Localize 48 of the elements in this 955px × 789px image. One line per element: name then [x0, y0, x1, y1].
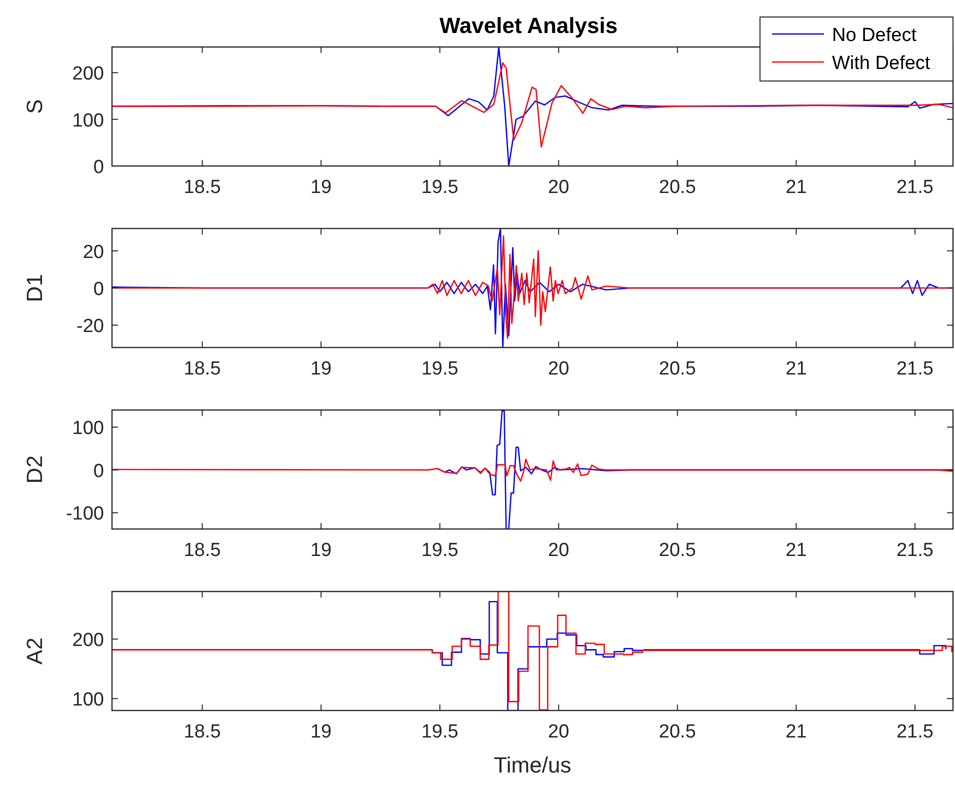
chart-title: Wavelet Analysis: [439, 13, 618, 38]
y-tick-label: -20: [76, 316, 104, 338]
y-tick-label: 0: [93, 279, 104, 300]
x-tick-label: 19.5: [421, 722, 458, 742]
x-tick-label: 20.5: [658, 177, 696, 198]
y-tick-label: -100: [66, 504, 104, 525]
y-axis-title: D2: [22, 455, 47, 484]
legend-label: With Defect: [832, 53, 931, 74]
y-axis-title: S: [22, 99, 47, 114]
x-tick-label: 18.5: [184, 358, 221, 380]
x-tick-label: 19.5: [421, 177, 458, 198]
x-tick-label: 19: [310, 540, 332, 561]
x-tick-label: 19: [310, 177, 332, 198]
x-tick-label: 19.5: [421, 358, 458, 380]
x-tick-label: 21: [786, 540, 807, 561]
y-axis-title: D1: [22, 274, 47, 302]
y-axis-title: A2: [22, 638, 47, 664]
y-tick-label: 200: [72, 630, 104, 652]
x-tick-label: 20.5: [658, 358, 696, 380]
x-tick-label: 21.5: [896, 540, 934, 561]
x-tick-label: 20: [548, 540, 570, 561]
x-tick-label: 21: [786, 177, 807, 198]
y-tick-label: 0: [93, 460, 104, 482]
x-tick-label: 21.5: [896, 177, 934, 198]
x-tick-label: 20: [548, 722, 570, 742]
y-tick-label: 200: [72, 64, 104, 85]
x-tick-label: 19.5: [421, 540, 458, 561]
x-tick-label: 20.5: [658, 722, 696, 742]
x-tick-label: 20: [548, 358, 570, 380]
x-tick-label: 19: [310, 722, 332, 742]
x-tick-label: 18.5: [184, 722, 221, 742]
x-tick-label: 18.5: [184, 177, 221, 198]
y-tick-label: 100: [72, 690, 104, 711]
y-tick-label: 100: [72, 418, 104, 440]
x-tick-label: 19: [310, 358, 332, 380]
x-tick-label: 21: [786, 722, 807, 742]
x-axis-title: Time/us: [494, 752, 572, 778]
x-tick-label: 20: [548, 177, 570, 198]
y-tick-label: 100: [72, 110, 104, 132]
x-tick-label: 21.5: [896, 722, 934, 742]
x-tick-label: 21: [786, 358, 807, 380]
x-tick-label: 20.5: [658, 540, 696, 561]
x-tick-label: 21.5: [896, 358, 934, 380]
line-series: [112, 458, 953, 482]
y-tick-label: 0: [93, 157, 104, 178]
x-tick-label: 18.5: [184, 540, 221, 561]
legend-label: No Defect: [832, 25, 918, 46]
y-tick-label: 20: [82, 242, 104, 263]
